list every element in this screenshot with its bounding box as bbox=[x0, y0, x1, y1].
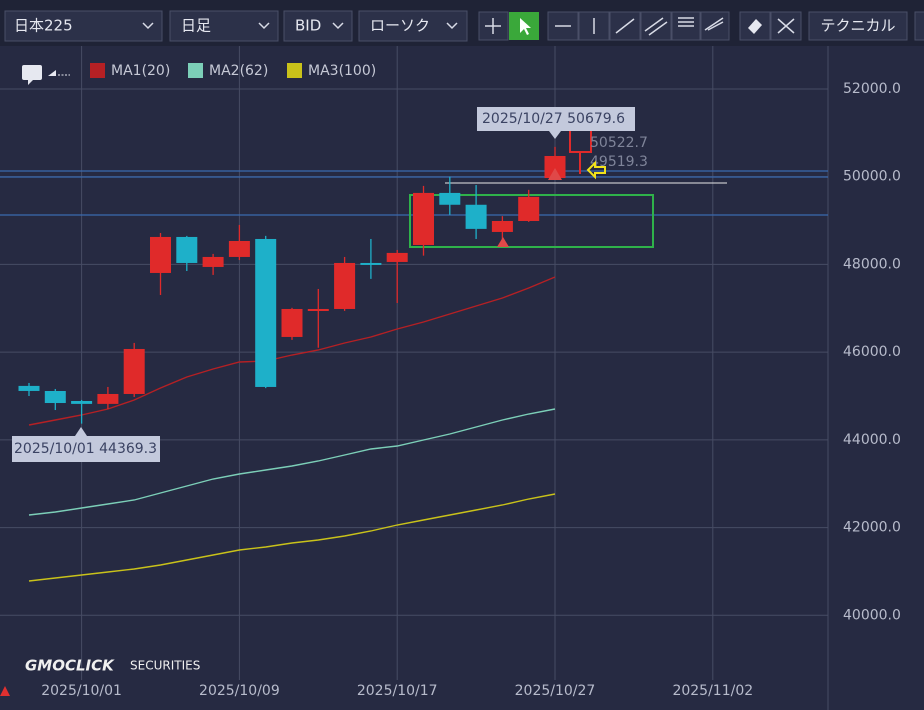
candle-body bbox=[307, 308, 329, 311]
candle-body bbox=[386, 252, 408, 262]
candle-body bbox=[123, 348, 145, 394]
channel-button[interactable] bbox=[640, 11, 672, 41]
icon bbox=[615, 18, 635, 34]
marker bbox=[548, 168, 562, 180]
candle-body bbox=[176, 236, 198, 263]
icon bbox=[520, 18, 531, 35]
candle-body bbox=[439, 192, 461, 205]
candle-body bbox=[518, 196, 540, 221]
icon bbox=[704, 17, 724, 31]
icon bbox=[644, 17, 668, 36]
icon bbox=[678, 17, 694, 27]
chevron bbox=[446, 22, 458, 30]
annotation-pointer bbox=[75, 427, 87, 436]
x-tick-label: 2025/10/17 bbox=[357, 683, 438, 699]
candle-body bbox=[228, 240, 250, 257]
logo-brand: GMOCLICK bbox=[25, 657, 115, 675]
clear-button[interactable] bbox=[770, 11, 802, 41]
icon bbox=[777, 18, 795, 34]
x-tick-label: 2025/10/09 bbox=[199, 683, 280, 699]
annotation: 2025/10/01 44369.3 bbox=[14, 441, 157, 457]
legend-label: MA2(62) bbox=[209, 63, 268, 79]
candle-body bbox=[465, 204, 487, 229]
candle-body bbox=[97, 393, 119, 404]
icon bbox=[485, 18, 501, 34]
ma-line bbox=[28, 276, 556, 426]
candle-body bbox=[202, 256, 224, 267]
legend-icon bbox=[22, 65, 42, 80]
y-tick-label: 52000.0 bbox=[843, 81, 901, 97]
candle-body bbox=[71, 400, 93, 404]
technical: テクニカル bbox=[820, 17, 895, 35]
alert-marker bbox=[0, 686, 10, 696]
candle-body bbox=[491, 220, 513, 232]
more-button[interactable] bbox=[914, 11, 924, 41]
marker bbox=[586, 160, 606, 180]
period-select[interactable] bbox=[169, 10, 279, 42]
x-tick-label: 2025/10/01 bbox=[41, 683, 122, 699]
legend-swatch bbox=[90, 63, 105, 78]
annotation-pointer bbox=[549, 131, 561, 139]
ma-line bbox=[28, 493, 556, 582]
price-type: BID bbox=[295, 17, 321, 35]
y-tick-label: 40000.0 bbox=[843, 607, 901, 623]
y-tick-label: 44000.0 bbox=[843, 432, 901, 448]
legend-icon bbox=[48, 70, 56, 76]
candle-body bbox=[413, 192, 434, 245]
candle-body bbox=[360, 262, 382, 265]
marker bbox=[497, 237, 509, 247]
drawn-box bbox=[409, 194, 654, 248]
toolbar: 日本225 日足 BID ローソク テクニカル bbox=[0, 0, 924, 46]
legend-icon bbox=[28, 80, 33, 85]
technical-button[interactable] bbox=[808, 11, 908, 41]
candle-body bbox=[18, 385, 40, 391]
legend: MA1(20) MA2(62) MA3(100) bbox=[22, 63, 376, 85]
chevron bbox=[142, 22, 154, 30]
candle-body bbox=[44, 390, 66, 404]
y-tick-label: 46000.0 bbox=[843, 344, 901, 360]
symbol: 日本225 bbox=[14, 17, 73, 35]
legend-label: MA1(20) bbox=[111, 63, 170, 79]
chart-style: ローソク bbox=[370, 17, 430, 35]
candle-body bbox=[255, 238, 277, 387]
annotation: 50522.7 bbox=[590, 135, 648, 151]
icon bbox=[748, 19, 762, 34]
candle-body bbox=[544, 155, 566, 179]
candle-body bbox=[281, 308, 303, 337]
x-tick-label: 2025/10/27 bbox=[515, 683, 596, 699]
legend-label: MA3(100) bbox=[308, 63, 376, 79]
legend-swatch bbox=[287, 63, 302, 78]
period: 日足 bbox=[181, 17, 211, 35]
y-tick-label: 50000.0 bbox=[843, 169, 901, 185]
annotation: 2025/10/27 50679.6 bbox=[482, 111, 625, 127]
annotation-box bbox=[12, 436, 160, 462]
ma-line bbox=[28, 408, 556, 516]
candle-body bbox=[334, 262, 356, 309]
chevron bbox=[258, 22, 270, 30]
legend-swatch bbox=[188, 63, 203, 78]
candle-body bbox=[150, 236, 171, 273]
symbol-select[interactable] bbox=[4, 10, 163, 42]
y-tick-label: 42000.0 bbox=[843, 520, 901, 536]
legend-items: MA1(20) MA2(62) MA3(100) bbox=[90, 63, 376, 79]
chevron bbox=[332, 22, 344, 30]
y-tick-label: 48000.0 bbox=[843, 256, 901, 272]
x-tick-label: 2025/11/02 bbox=[672, 683, 753, 699]
logo-suffix: SECURITIES bbox=[130, 659, 200, 673]
annotation-box bbox=[477, 107, 635, 131]
